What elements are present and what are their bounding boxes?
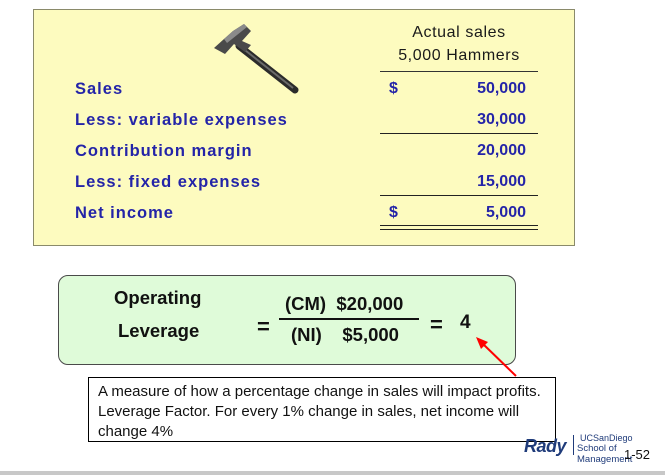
red-arrow-icon [476,337,517,377]
rady-logo-text: Rady [524,436,567,456]
row-label-sales: Sales [75,80,124,98]
column-header-subtitle: 5,000 Hammers [398,47,520,64]
row-label-fixed-expenses: Less: fixed expenses [75,173,261,191]
row-label-net-income: Net income [75,204,174,222]
denominator-ni: (NI) $5,000 [291,324,399,345]
row-label-variable-expenses: Less: variable expenses [75,111,288,129]
amount-sales: 50,000 [477,80,526,97]
double-underline-bottom [380,229,538,230]
column-header-title: Actual sales [412,24,506,41]
equals-sign-result: = [430,312,443,337]
logo-separator [573,435,574,455]
numerator-cm: (CM) $20,000 [285,293,404,314]
dollar-sign-sales: $ [389,80,398,97]
amount-net-income: 5,000 [485,204,526,221]
bottom-bar [0,471,665,475]
leverage-label-line2: Leverage [118,320,200,341]
double-underline-top [380,225,538,226]
amount-contribution-margin: 20,000 [477,142,526,159]
amount-variable-expenses: 30,000 [477,111,526,128]
equals-sign: = [257,314,270,339]
header-underline [380,71,538,72]
leverage-result: 4 [460,312,471,333]
leverage-label-line1: Operating [114,287,202,308]
operating-leverage-box [58,275,516,365]
row-label-contribution-margin: Contribution margin [75,142,253,160]
hammer-icon [214,24,299,94]
explanation-callout: A measure of how a percentage change in … [88,377,556,442]
fixed-expenses-rule [380,195,538,196]
fraction-bar [279,318,419,320]
dollar-sign-net-income: $ [389,204,398,221]
ucsd-logo-text: UCSanDiego [580,433,633,443]
subtotal-rule [380,133,538,134]
school-logo-text: School of Management [577,443,633,465]
amount-fixed-expenses: 15,000 [477,173,526,190]
page-number: 1-52 [624,447,651,462]
income-statement-panel [33,9,575,246]
